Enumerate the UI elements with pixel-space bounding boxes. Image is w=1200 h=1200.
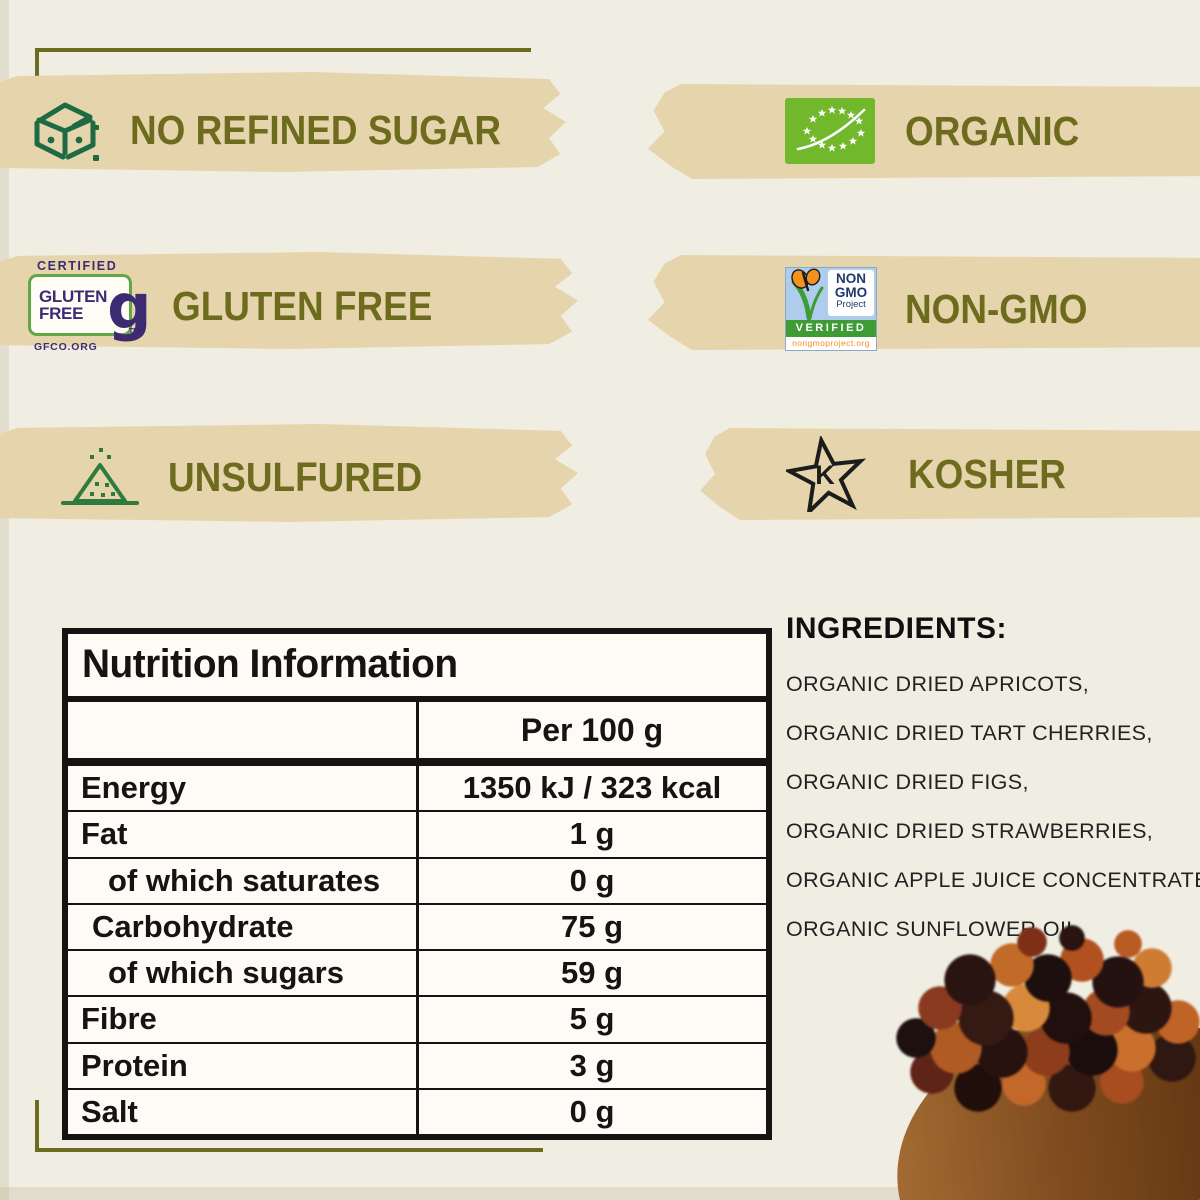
row-value: 59 g bbox=[560, 955, 624, 991]
frame-line-bottom-left bbox=[35, 1100, 39, 1152]
row-value: 0 g bbox=[569, 862, 615, 898]
ngp-project: Project bbox=[836, 299, 866, 310]
badge-label: ORGANIC bbox=[905, 107, 1080, 154]
table-row: Fat 1 g bbox=[68, 810, 766, 856]
row-label: Energy bbox=[81, 770, 187, 806]
ngp-verified-bar: VERIFIED bbox=[786, 320, 876, 337]
row-label: Fat bbox=[81, 816, 128, 852]
gf-word-gluten: GLUTEN bbox=[39, 286, 108, 306]
badge-label: GLUTEN FREE bbox=[172, 282, 433, 329]
ingredients-section: INGREDIENTS: ORGANIC DRIED APRICOTS, ORG… bbox=[786, 612, 1200, 954]
badge-no-refined-sugar: NO REFINED SUGAR bbox=[30, 80, 542, 180]
table-row: of which saturates 0 g bbox=[68, 856, 766, 903]
nutrition-rows: Energy 1350 kJ / 323 kcal Fat 1 g of whi… bbox=[68, 766, 766, 1134]
kosher-k: K bbox=[815, 460, 835, 490]
ngp-url: nongmoproject.org bbox=[786, 337, 876, 350]
frame-line-bottom bbox=[35, 1148, 543, 1152]
unsulfured-powder-icon bbox=[61, 448, 139, 505]
row-label: Fibre bbox=[81, 1001, 157, 1037]
row-label: of which sugars bbox=[108, 955, 344, 991]
dried-fruit-bowl-photo bbox=[820, 920, 1200, 1200]
ingredient-item: ORGANIC DRIED APRICOTS, bbox=[786, 672, 1090, 696]
badge-label: KOSHER bbox=[908, 450, 1066, 497]
nutrition-column-header: Per 100 g bbox=[520, 711, 664, 748]
ngp-gmo: GMO bbox=[834, 284, 868, 300]
frame-line-top bbox=[35, 48, 531, 52]
badge-label: NO REFINED SUGAR bbox=[130, 106, 502, 153]
row-label: Salt bbox=[81, 1093, 138, 1129]
gf-box: GLUTEN FREE g TM bbox=[28, 274, 151, 338]
badge-gluten-free: CERTIFIED GLUTEN FREE g TM GFCO.ORG GLUT… bbox=[28, 256, 461, 356]
ingredient-item: ORGANIC DRIED STRAWBERRIES, bbox=[786, 819, 1154, 843]
gf-certified-text: CERTIFIED bbox=[37, 259, 118, 273]
row-value: 1 g bbox=[569, 816, 615, 852]
table-row: of which sugars 59 g bbox=[68, 949, 766, 995]
brush-stroke bbox=[700, 428, 1200, 520]
row-value: 3 g bbox=[569, 1047, 615, 1083]
table-row: Fibre 5 g bbox=[68, 995, 766, 1041]
certified-gluten-free-logo: CERTIFIED GLUTEN FREE g TM GFCO.ORG bbox=[28, 259, 151, 353]
table-row: Carbohydrate 75 g bbox=[68, 902, 766, 949]
gf-tm: TM bbox=[128, 328, 139, 335]
row-label: of which saturates bbox=[108, 862, 381, 898]
non-gmo-project-verified-logo: NON GMO Project VERIFIED nongmoproject.o… bbox=[785, 267, 877, 351]
brush-stroke bbox=[648, 255, 1200, 350]
kosher-star-k-icon: K bbox=[786, 436, 866, 512]
row-value: 5 g bbox=[569, 1001, 615, 1037]
ingredients-title: INGREDIENTS: bbox=[786, 612, 1008, 645]
badge-organic: ORGANIC bbox=[785, 86, 1099, 176]
row-label: Carbohydrate bbox=[92, 908, 294, 944]
badge-unsulfured: UNSULFURED bbox=[60, 432, 450, 522]
ngp-non: NON bbox=[836, 271, 866, 286]
table-row: Salt 0 g bbox=[68, 1087, 766, 1134]
sugar-cube-icon bbox=[34, 102, 99, 161]
ngp-sky: NON GMO Project bbox=[786, 268, 876, 320]
row-value: 0 g bbox=[569, 1093, 615, 1129]
dried-fruit-pile bbox=[820, 920, 1200, 1200]
table-row: Protein 3 g bbox=[68, 1041, 766, 1088]
row-value: 1350 kJ / 323 kcal bbox=[462, 770, 722, 806]
ngp-text-box: NON GMO Project bbox=[828, 270, 874, 316]
gf-words: GLUTEN FREE bbox=[39, 286, 108, 323]
gf-word-free: FREE bbox=[39, 304, 84, 323]
badge-kosher: K KOSHER bbox=[786, 432, 1083, 516]
frame-line-top-left bbox=[35, 48, 39, 102]
row-label: Protein bbox=[81, 1047, 188, 1083]
nutrition-table: Nutrition Information Per 100 g Energy 1… bbox=[62, 628, 772, 1140]
badge-label: NON-GMO bbox=[905, 285, 1088, 332]
butterfly-icon bbox=[791, 268, 824, 320]
ingredient-item: ORGANIC DRIED TART CHERRIES, bbox=[786, 721, 1153, 745]
table-divider bbox=[416, 696, 419, 1134]
gf-org-text: GFCO.ORG bbox=[34, 341, 98, 353]
row-value: 75 g bbox=[560, 908, 624, 944]
nutrition-title: Nutrition Information bbox=[82, 642, 458, 686]
table-row: Energy 1350 kJ / 323 kcal bbox=[68, 766, 766, 810]
badge-non-gmo: NON GMO Project VERIFIED nongmoproject.o… bbox=[785, 264, 1108, 354]
ingredient-item: ORGANIC APPLE JUICE CONCENTRATE, bbox=[786, 868, 1200, 892]
package-left-fold bbox=[0, 0, 9, 1200]
badge-label: UNSULFURED bbox=[168, 453, 423, 500]
ingredient-item: ORGANIC DRIED FIGS, bbox=[786, 770, 1029, 794]
brush-stroke bbox=[648, 84, 1200, 179]
eu-organic-leaf-icon bbox=[785, 98, 875, 164]
